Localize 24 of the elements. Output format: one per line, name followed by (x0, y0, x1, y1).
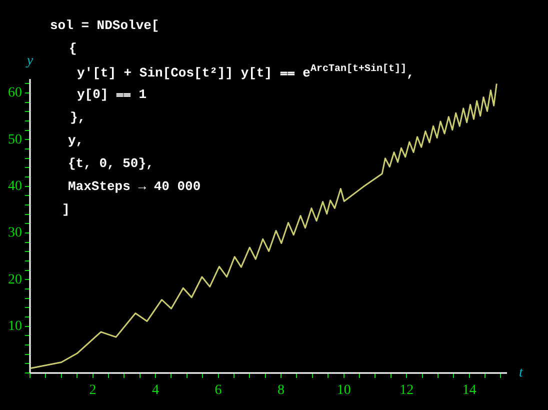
y-tick-label: 60 (8, 86, 22, 101)
x-tick-label: 4 (152, 383, 160, 398)
x-tick-label: 12 (400, 383, 414, 398)
annotation: MaxSteps → 40 000 (68, 179, 201, 194)
x-tick-label: 2 (89, 383, 96, 398)
annotation: ] (62, 202, 70, 217)
x-tick-label: 8 (278, 383, 285, 398)
x-tick-label: 10 (336, 383, 351, 398)
x-axis-title: t (519, 366, 524, 381)
annotation: y'[t] + Sin[Cos[t²]] y[t] ⩵ e$^{ArcTan[t+Sin[t]]}$, (77, 64, 414, 80)
x-tick-label: 6 (214, 383, 222, 398)
y-tick-label: 10 (8, 319, 22, 334)
y-tick-label: 50 (8, 132, 22, 148)
text: { (69, 41, 77, 56)
y-tick-label: 40 (8, 179, 22, 194)
annotation: y, (68, 133, 84, 148)
y-tick-label: 20 (8, 272, 22, 288)
x-tick-label: 14 (462, 383, 476, 398)
y-tick-label: 30 (8, 226, 22, 241)
y-axis-title: y (24, 54, 34, 69)
annotation: }, (70, 110, 86, 125)
annotation: {t, 0, 50}, (68, 156, 154, 171)
text: sol = NDSolve[ (50, 18, 160, 33)
annotation: y[0] ⩵ 1 (77, 87, 147, 102)
